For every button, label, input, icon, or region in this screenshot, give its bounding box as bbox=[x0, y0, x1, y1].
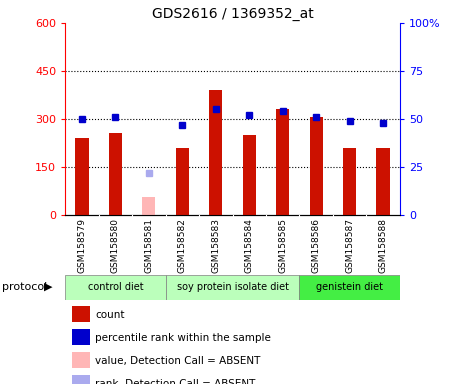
Bar bbox=[142, 197, 155, 215]
Text: value, Detection Call = ABSENT: value, Detection Call = ABSENT bbox=[95, 356, 260, 366]
Title: GDS2616 / 1369352_at: GDS2616 / 1369352_at bbox=[152, 7, 313, 21]
Text: soy protein isolate diet: soy protein isolate diet bbox=[177, 282, 288, 292]
Text: GSM158580: GSM158580 bbox=[111, 218, 120, 273]
Text: protocol: protocol bbox=[2, 282, 47, 292]
Bar bbox=[243, 135, 256, 215]
Text: GSM158579: GSM158579 bbox=[77, 218, 86, 273]
Text: GSM158588: GSM158588 bbox=[379, 218, 388, 273]
Text: rank, Detection Call = ABSENT: rank, Detection Call = ABSENT bbox=[95, 379, 256, 384]
Bar bbox=[310, 118, 323, 215]
FancyBboxPatch shape bbox=[65, 275, 166, 300]
Text: GSM158584: GSM158584 bbox=[245, 218, 254, 273]
Bar bbox=[72, 375, 90, 384]
Bar bbox=[176, 148, 189, 215]
Text: count: count bbox=[95, 310, 125, 320]
Bar bbox=[72, 352, 90, 368]
Bar bbox=[72, 306, 90, 322]
Text: percentile rank within the sample: percentile rank within the sample bbox=[95, 333, 271, 343]
Text: GSM158585: GSM158585 bbox=[278, 218, 287, 273]
Bar bbox=[276, 109, 289, 215]
Bar bbox=[109, 134, 122, 215]
Text: ▶: ▶ bbox=[44, 282, 53, 292]
Bar bbox=[377, 148, 390, 215]
Bar bbox=[72, 329, 90, 345]
Bar bbox=[209, 90, 222, 215]
FancyBboxPatch shape bbox=[299, 275, 400, 300]
Text: GSM158587: GSM158587 bbox=[345, 218, 354, 273]
Text: genistein diet: genistein diet bbox=[316, 282, 383, 292]
Bar bbox=[75, 138, 88, 215]
Bar bbox=[343, 148, 356, 215]
Text: GSM158582: GSM158582 bbox=[178, 218, 187, 273]
Text: control diet: control diet bbox=[87, 282, 143, 292]
FancyBboxPatch shape bbox=[166, 275, 299, 300]
Text: GSM158581: GSM158581 bbox=[144, 218, 153, 273]
Text: GSM158586: GSM158586 bbox=[312, 218, 321, 273]
Text: GSM158583: GSM158583 bbox=[211, 218, 220, 273]
